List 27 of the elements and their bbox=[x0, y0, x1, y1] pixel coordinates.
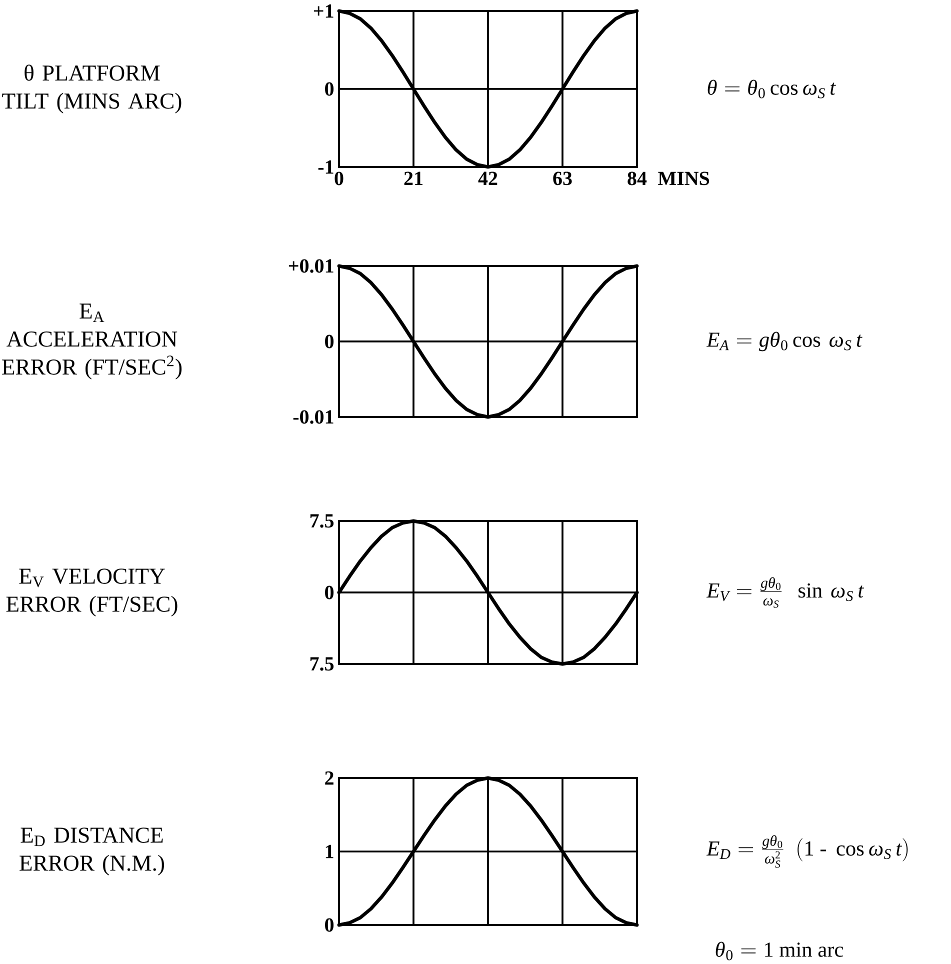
x-tick-label: 84 bbox=[628, 172, 647, 186]
y-axis-title: E$_{A}$ ACCELERATION ERROR (FT/SEC$^{2}$) bbox=[2, 304, 182, 380]
x-tick-label: 21 bbox=[404, 172, 422, 185]
y-tick-label: 7.5 bbox=[310, 657, 334, 671]
x-tick-label: 0 bbox=[334, 172, 344, 186]
x-axis-title: MINS bbox=[658, 172, 710, 186]
y-axis-title: E$_{V}$ VELOCITY ERROR (FT/SEC) bbox=[6, 568, 178, 616]
y-tick-label: -0.01 bbox=[293, 410, 334, 424]
y-tick-label: +0.01 bbox=[288, 259, 334, 273]
y-tick-label: 0 bbox=[325, 586, 334, 600]
y-axis-title: θ PLATFORM TILT (MINS ARC) bbox=[2, 64, 182, 114]
y-tick-label: 7.5 bbox=[310, 514, 334, 528]
text: $E_{V} = \frac{g\theta_{0}}{\omega_{S}}\ \ \sin\, \omega_{S}\, t$ bbox=[706, 577, 864, 608]
x-tick-label: 42 bbox=[478, 172, 498, 185]
y-axis-title: E$_{D}$ DISTANCE ERROR (N.M.) bbox=[20, 828, 164, 876]
text: $\theta = \theta_{0} \cos \omega_{S}\, t$ bbox=[708, 80, 836, 98]
text: $E_{D} = \frac{g\theta_{0}}{\omega_{S}^{2}}\ \ (1\ \mbox{-}\ \cos \omega_{S}\, t)$ bbox=[706, 835, 908, 868]
y-tick-label: 0 bbox=[325, 918, 334, 932]
y-tick-label: -1 bbox=[318, 160, 334, 174]
y-tick-label: 1 bbox=[326, 844, 334, 858]
text: $E_{A} = g\theta_{0} \cos\, \omega_{S}\, t$ bbox=[706, 332, 862, 352]
x-tick-label: 63 bbox=[553, 172, 572, 186]
y-tick-label: 0 bbox=[325, 334, 334, 348]
y-tick-label: 0 bbox=[325, 82, 334, 96]
y-tick-label: +1 bbox=[314, 4, 334, 18]
text: $\theta_{0} = 1\ \mathrm{min\ arc}$ bbox=[716, 942, 844, 960]
y-tick-label: 2 bbox=[325, 771, 334, 785]
